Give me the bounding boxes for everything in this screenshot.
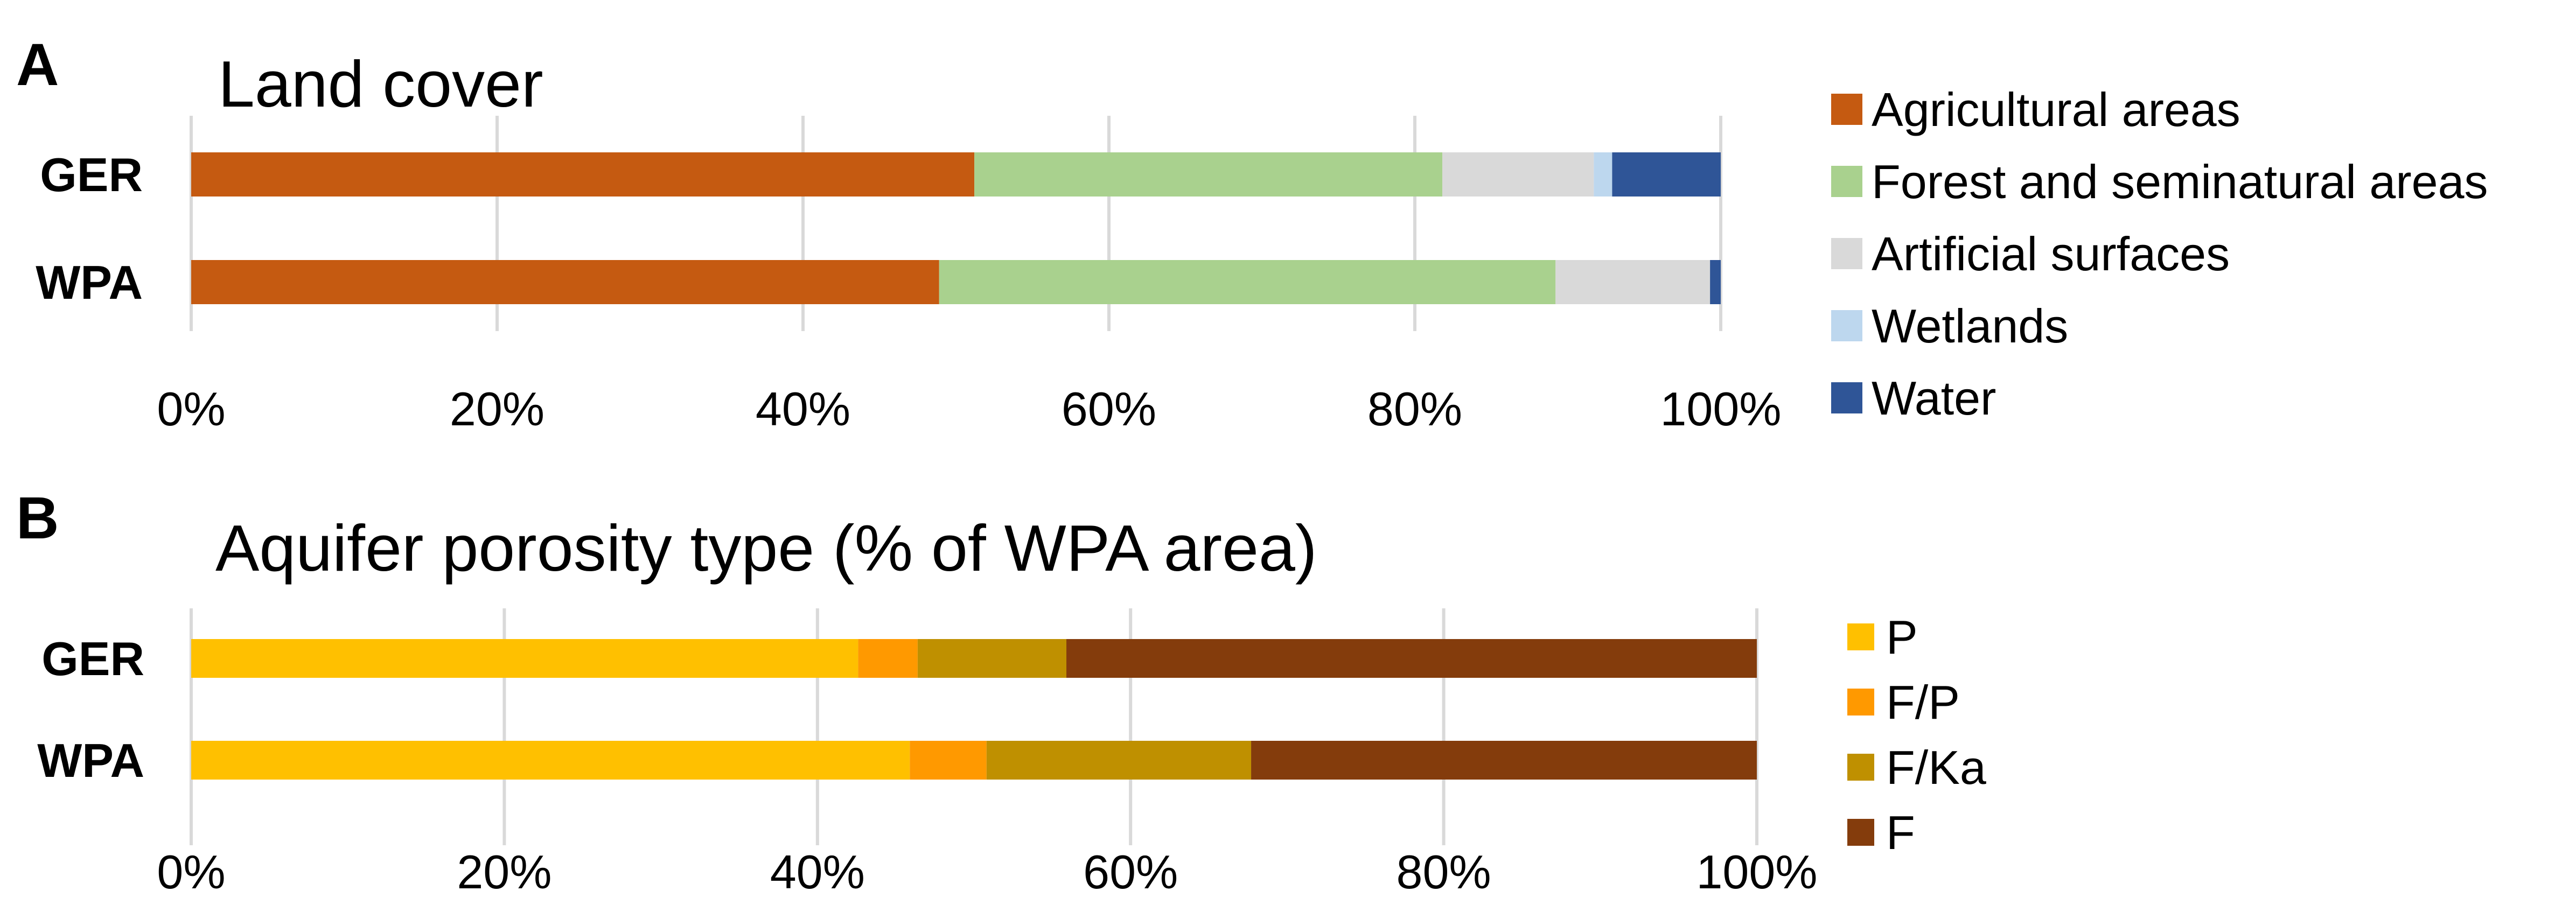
legend-swatch-f (1847, 819, 1874, 846)
legend-label-forest-and-seminatural-areas: Forest and seminatural areas (1872, 155, 2488, 208)
bar-segment-artificial-surfaces-ger (1442, 152, 1594, 197)
x-tick-label: 20% (450, 382, 544, 436)
bar-segment-artificial-surfaces-wpa (1555, 260, 1711, 304)
legend-label-p: P (1886, 611, 1918, 664)
x-tick-label: 80% (1397, 845, 1491, 899)
x-tick-label: 60% (1083, 845, 1178, 899)
legend-label-artificial-surfaces: Artificial surfaces (1872, 227, 2230, 280)
panel-letter-b: B (16, 485, 59, 551)
legend-swatch-f-p (1847, 689, 1874, 715)
bar-segment-agricultural-areas-wpa (191, 260, 939, 304)
legend-swatch-f-ka (1847, 754, 1874, 781)
legend-swatch-forest-and-seminatural-areas (1831, 166, 1862, 197)
legend-label-f-ka: F/Ka (1886, 741, 1986, 794)
category-label-ger: GER (40, 148, 143, 201)
bar-segment-f-ger (1066, 639, 1757, 678)
x-tick-label: 80% (1367, 382, 1462, 436)
x-tick-label: 0% (157, 382, 225, 436)
bar-segment-water-ger (1612, 152, 1721, 197)
legend-label-water: Water (1872, 371, 1996, 425)
panel-b: B Aquifer porosity type (% of WPA area) … (16, 485, 1986, 899)
bar-segment-p-wpa (191, 741, 910, 780)
legend-swatch-wetlands (1831, 310, 1862, 341)
bar-segment-water-wpa (1710, 260, 1721, 304)
bars-a (191, 152, 1721, 304)
bar-segment-p-ger (191, 639, 858, 678)
legend-b: P F/P F/Ka F (1847, 611, 1986, 859)
legend-label-f-p: F/P (1886, 676, 1960, 729)
bar-segment-f-p-ger (858, 639, 918, 678)
category-label-wpa: WPA (37, 734, 144, 787)
chart-title-a: Land cover (218, 47, 543, 121)
x-tick-labels-b: 0% 20% 40% 60% 80% 100% (157, 845, 1817, 899)
panel-a: A Land cover GER WPA 0% 20% 40% 60% 80% 100% A… (16, 32, 2488, 436)
x-tick-label: 0% (157, 845, 225, 899)
x-tick-label: 40% (770, 845, 865, 899)
legend-swatch-artificial-surfaces (1831, 238, 1862, 269)
bar-segment-f-ka-ger (917, 639, 1067, 678)
x-tick-label: 40% (756, 382, 850, 436)
bar-segment-f-wpa (1251, 741, 1757, 780)
legend-swatch-water (1831, 382, 1862, 413)
legend-label-wetlands: Wetlands (1872, 299, 2068, 353)
x-tick-labels-a: 0% 20% 40% 60% 80% 100% (157, 382, 1781, 436)
x-tick-label: 100% (1660, 382, 1781, 436)
legend-label-f: F (1886, 806, 1915, 859)
legend-a: Agricultural areas Forest and seminatural… (1831, 83, 2488, 425)
bar-segment-wetlands-ger (1594, 152, 1612, 197)
category-label-ger: GER (41, 632, 144, 685)
bar-segment-f-ka-wpa (986, 741, 1252, 780)
legend-swatch-agricultural-areas (1831, 94, 1862, 125)
bar-segment-f-p-wpa (910, 741, 987, 780)
x-tick-label: 100% (1696, 845, 1817, 899)
bar-segment-agricultural-areas-ger (191, 152, 975, 197)
category-labels-a: GER WPA (36, 148, 143, 309)
category-label-wpa: WPA (36, 256, 143, 309)
chart-title-b: Aquifer porosity type (% of WPA area) (215, 511, 1317, 585)
bar-segment-forest-and-seminatural-areas-wpa (939, 260, 1556, 304)
panel-letter-a: A (16, 32, 59, 98)
bars-b (191, 639, 1757, 780)
legend-label-agricultural-areas: Agricultural areas (1872, 83, 2240, 136)
x-tick-label: 60% (1062, 382, 1156, 436)
category-labels-b: GER WPA (37, 632, 144, 787)
bar-segment-forest-and-seminatural-areas-ger (974, 152, 1443, 197)
legend-swatch-p (1847, 623, 1874, 650)
x-tick-label: 20% (457, 845, 551, 899)
